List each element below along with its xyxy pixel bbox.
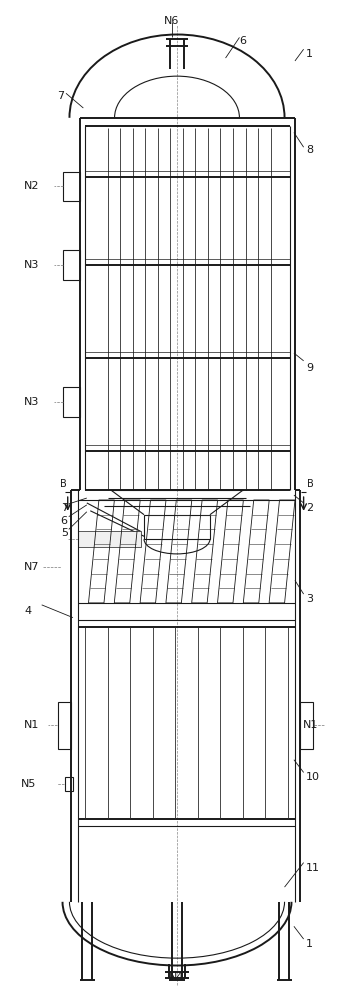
Text: N4: N4 bbox=[169, 972, 185, 982]
Text: 7: 7 bbox=[61, 503, 68, 513]
Bar bbox=[300, 702, 313, 749]
Text: 4: 4 bbox=[24, 606, 32, 616]
Text: N1: N1 bbox=[303, 720, 318, 730]
Text: 3: 3 bbox=[306, 594, 313, 604]
Text: N5: N5 bbox=[21, 779, 36, 789]
Text: N7: N7 bbox=[24, 562, 40, 572]
Text: N6: N6 bbox=[164, 16, 179, 26]
Bar bbox=[78, 531, 141, 547]
Text: 5: 5 bbox=[61, 528, 68, 538]
Text: 6: 6 bbox=[239, 36, 246, 46]
Text: N3: N3 bbox=[24, 260, 40, 270]
Bar bbox=[58, 702, 71, 749]
Bar bbox=[144, 515, 210, 539]
Bar bbox=[63, 387, 80, 417]
Text: 9: 9 bbox=[306, 363, 313, 373]
Text: 1: 1 bbox=[306, 939, 313, 949]
Text: 7: 7 bbox=[57, 91, 64, 101]
Text: 2: 2 bbox=[306, 503, 313, 513]
Text: 11: 11 bbox=[306, 863, 320, 873]
Text: 8: 8 bbox=[306, 145, 313, 155]
Text: 1: 1 bbox=[306, 49, 313, 59]
Text: B: B bbox=[307, 479, 314, 489]
Text: N1: N1 bbox=[24, 720, 40, 730]
Text: 6: 6 bbox=[61, 516, 68, 526]
Bar bbox=[63, 172, 80, 201]
Text: B: B bbox=[60, 479, 67, 489]
Text: 10: 10 bbox=[306, 772, 320, 782]
Text: N2: N2 bbox=[24, 181, 40, 191]
Text: N3: N3 bbox=[24, 397, 40, 407]
Bar bbox=[63, 250, 80, 279]
Bar bbox=[65, 777, 73, 791]
